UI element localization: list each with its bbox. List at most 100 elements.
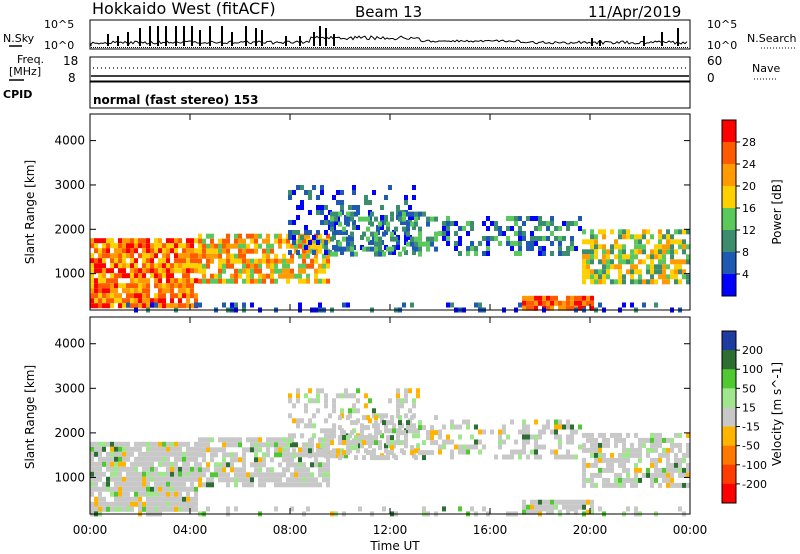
nave-tick-high: 60 — [707, 54, 722, 68]
heatmap-cell — [558, 300, 562, 306]
heatmap-cell — [316, 398, 320, 404]
heatmap-cell — [326, 263, 330, 269]
heatmap-cell — [338, 435, 342, 441]
heatmap-cell — [154, 283, 158, 289]
heatmap-cell — [194, 268, 198, 274]
heatmap-cell — [330, 440, 334, 446]
heatmap-cell — [226, 278, 230, 284]
heatmap-cell — [458, 251, 462, 256]
heatmap-cell — [450, 221, 454, 226]
heatmap-cell — [126, 446, 130, 452]
heatmap-cell — [254, 268, 258, 274]
heatmap-cell — [618, 437, 622, 443]
heatmap-cell — [142, 506, 146, 512]
heatmap-cell — [606, 462, 610, 468]
y-tick-label: 3000 — [54, 178, 85, 192]
heatmap-cell — [538, 499, 542, 505]
heatmap-cell — [90, 303, 94, 309]
heatmap-cell — [134, 486, 138, 492]
heatmap-cell — [154, 476, 158, 482]
heatmap-cell — [326, 467, 330, 473]
heatmap-cell — [174, 476, 178, 482]
heatmap-cell — [526, 504, 530, 510]
heatmap-cell — [278, 452, 282, 458]
heatmap-cell — [158, 451, 162, 457]
heatmap-cell — [250, 447, 254, 453]
heatmap-cell — [418, 450, 422, 456]
heatmap-cell — [522, 439, 526, 445]
heatmap-cell — [412, 428, 416, 434]
heatmap-cell — [226, 477, 230, 483]
heatmap-cell — [550, 221, 554, 226]
heatmap-cell — [416, 428, 420, 434]
heatmap-cell — [674, 279, 678, 285]
heatmap-cell — [274, 258, 278, 264]
heatmap-cell — [326, 472, 330, 478]
cpid-text: normal (fast stereo) 153 — [93, 93, 259, 107]
heatmap-cell — [246, 248, 250, 254]
heatmap-cell — [166, 461, 170, 467]
heatmap-cell — [288, 393, 292, 399]
heatmap-cell — [246, 273, 250, 279]
heatmap-cell — [266, 233, 270, 239]
heatmap-cell — [550, 449, 554, 455]
heatmap-cell — [634, 432, 638, 438]
heatmap-cell — [498, 444, 502, 450]
heatmap-cell — [634, 472, 638, 478]
heatmap-cell — [416, 393, 420, 399]
heatmap-cell — [274, 253, 278, 259]
heatmap-cell — [254, 258, 258, 264]
heatmap-cell — [658, 467, 662, 473]
heatmap-cell — [218, 238, 222, 244]
heatmap-cell — [290, 268, 294, 274]
heatmap-cell — [250, 258, 254, 264]
heatmap-cell — [282, 442, 286, 448]
heatmap-cell — [314, 278, 318, 284]
colorbar-swatch — [722, 331, 736, 351]
heatmap-cell — [258, 457, 262, 463]
heatmap-cell — [340, 230, 344, 235]
heatmap-cell — [262, 253, 266, 259]
heatmap-cell — [206, 477, 210, 483]
heatmap-cell — [330, 435, 334, 441]
heatmap-cell — [150, 263, 154, 269]
heatmap-cell — [546, 424, 550, 430]
heatmap-cell — [586, 499, 590, 505]
heatmap-cell — [614, 254, 618, 260]
heatmap-cell — [174, 501, 178, 507]
heatmap-cell — [586, 477, 590, 483]
heatmap-cell — [166, 263, 170, 269]
heatmap-cell — [590, 305, 594, 311]
heatmap-cell — [222, 467, 226, 473]
heatmap-cell — [150, 446, 154, 452]
heatmap-cell — [286, 243, 290, 249]
heatmap-cell — [340, 205, 344, 210]
heatmap-cell — [154, 441, 158, 447]
heatmap-cell — [602, 482, 606, 488]
heatmap-cell — [230, 452, 234, 458]
heatmap-cell — [158, 278, 162, 284]
heatmap-cell — [288, 235, 292, 240]
heatmap-cell — [598, 442, 602, 448]
heatmap-cell — [566, 434, 570, 440]
heatmap-cell — [146, 298, 150, 304]
heatmap-cell — [118, 258, 122, 264]
heatmap-cell — [266, 467, 270, 473]
heatmap-cell — [554, 499, 558, 505]
heatmap-cell — [378, 445, 382, 451]
heatmap-cell — [566, 305, 570, 311]
heatmap-cell — [400, 403, 404, 409]
heatmap-cell — [162, 451, 166, 457]
heatmap-cell — [518, 226, 522, 231]
heatmap-cell — [626, 467, 630, 473]
heatmap-cell — [634, 462, 638, 468]
heatmap-cell — [574, 300, 578, 306]
heatmap-cell — [392, 250, 396, 255]
heatmap-cell — [198, 302, 202, 308]
heatmap-cell — [534, 434, 538, 440]
heatmap-cell — [114, 456, 118, 462]
heatmap-cell — [590, 442, 594, 448]
heatmap-cell — [338, 455, 342, 461]
